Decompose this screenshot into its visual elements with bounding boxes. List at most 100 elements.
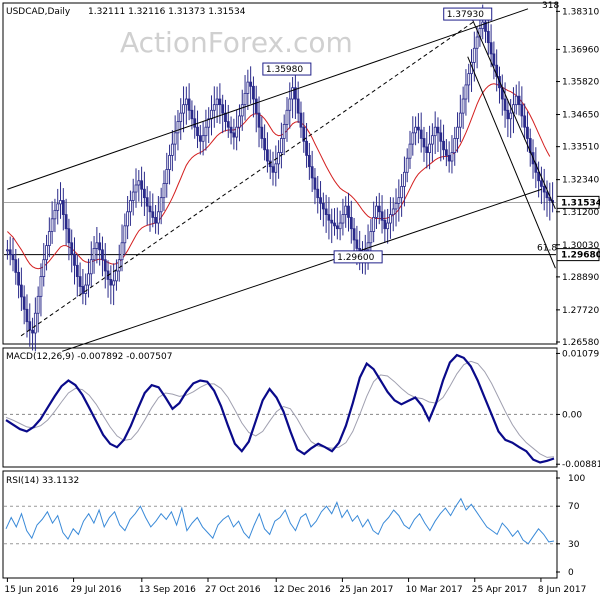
candle [349,200,353,244]
candle [302,112,306,153]
trend-line [467,56,556,269]
candle-body [397,197,401,204]
candle-body [540,180,543,187]
candle [252,76,255,118]
candle-body [36,295,40,314]
candle-body [279,138,283,153]
candle [145,186,149,226]
candle-body [50,218,54,232]
candle-body [165,169,169,184]
candle-body [226,121,230,128]
candle [159,187,163,225]
candle-body [514,95,518,106]
candle-body [84,284,88,294]
price-tick-label: 1.38310 [562,7,599,17]
candle-body [439,132,443,142]
candle [285,97,289,142]
candle-body [45,245,48,261]
candle-body [517,95,521,106]
candle-body [520,104,524,117]
candle [517,81,521,116]
candle [198,124,202,155]
candle-body [232,132,236,138]
candle-body [120,242,124,261]
trend-line [467,8,556,210]
candle [254,85,258,133]
price-tick-label: 1.35820 [562,78,599,88]
candle [542,168,546,211]
candle [123,213,127,256]
candle [229,116,233,145]
level-tag-label: 1.29680 [561,251,600,261]
candle [11,237,15,272]
annotation-box [262,62,312,76]
candle [327,197,331,240]
candle-body [430,135,434,145]
candle-body [484,21,487,32]
candle [444,139,448,167]
candle [84,273,88,306]
candle-body [137,180,141,186]
candle-body [159,197,163,213]
price-panel-frame [2,2,558,345]
candle-body [509,112,513,120]
price-tick-label: 1.34650 [562,111,599,121]
candle [282,114,286,156]
candle [430,123,434,162]
candle [42,243,46,287]
candle [316,175,320,214]
candle-body [168,154,171,170]
candle [190,100,194,130]
candle [240,89,244,131]
candle-body [215,98,219,106]
candle-body [344,205,348,215]
candle [509,99,513,138]
rsi-panel-frame [2,470,558,579]
rsi-tick-label: 0 [568,568,574,578]
candle [408,130,412,169]
candle [271,151,275,186]
candle-body [433,126,437,137]
candle [204,109,208,151]
candle-body [176,121,180,134]
candle-body [472,47,476,63]
candle-body [170,143,174,156]
candle-body [313,177,317,190]
candle [98,232,102,266]
candle [207,107,211,143]
moving-average-line [7,83,551,270]
candle [50,201,54,244]
x-tick-label: 12 Dec 2016 [273,585,331,595]
trend-line [62,188,542,352]
candle-body [414,126,418,134]
candle-body [386,222,390,230]
candle-body [333,222,336,227]
candle-body [210,109,213,120]
candle-body [142,188,146,199]
candle-body [5,249,9,252]
candle [126,195,130,240]
candle [403,156,406,207]
candle [196,110,199,149]
candle [5,239,9,260]
candle-body [419,129,423,139]
candle [162,170,166,211]
candle-body [282,123,286,139]
candle-body [400,186,404,199]
candle-body [403,171,406,187]
candle-body [324,208,328,215]
candle [428,125,431,170]
macd-signal-line [5,360,555,458]
candle-body [347,205,350,218]
candle [299,101,303,138]
price-tick-label: 1.33510 [562,143,599,153]
candle [140,166,144,207]
candle [73,237,76,285]
candle-body [154,217,157,224]
candle [475,26,479,69]
candle [95,226,99,264]
candle-body [492,53,496,66]
candle-body [377,205,381,213]
candle-body [355,239,359,249]
